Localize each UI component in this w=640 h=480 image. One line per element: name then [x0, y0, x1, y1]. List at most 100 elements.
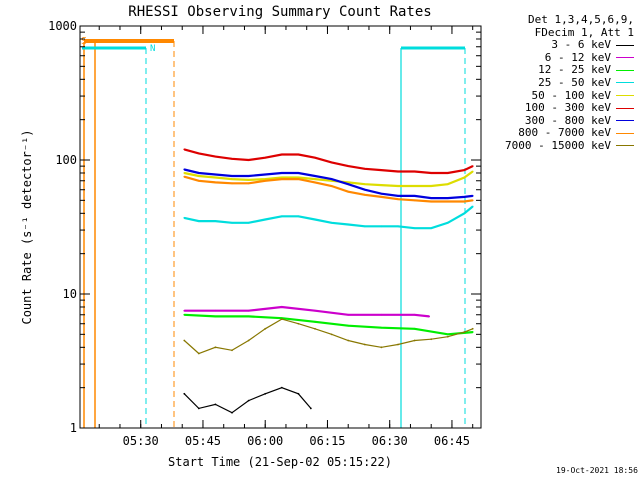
series-point [446, 335, 449, 338]
x-tick-label: 05:30 [123, 434, 159, 448]
series-point [280, 178, 283, 181]
x-axis-label: Start Time (21-Sep-02 05:15:22) [168, 455, 392, 469]
series-point [247, 339, 250, 342]
series-point [231, 175, 233, 177]
series-point [214, 309, 217, 312]
series-point [413, 227, 416, 230]
series-point [330, 333, 333, 336]
series-point [314, 309, 316, 312]
flag-label-n: N [150, 44, 155, 54]
series-point [347, 190, 350, 193]
series-point [314, 156, 316, 159]
series-point [463, 176, 466, 179]
series-point [430, 172, 433, 174]
series-point [264, 327, 267, 330]
flag-label-s: S [81, 36, 87, 47]
legend-entry: 100 - 300 keV [482, 101, 634, 115]
series-point [214, 315, 217, 318]
series-point [397, 225, 399, 228]
series-point [430, 227, 433, 230]
series-point [471, 194, 474, 197]
series-point [397, 185, 399, 187]
series-point [214, 155, 217, 158]
x-tick-label: 05:45 [185, 434, 221, 448]
legend-entry: 3 - 6 keV [482, 38, 634, 52]
series-point [314, 181, 316, 184]
series-point [231, 221, 233, 224]
series-point [297, 176, 300, 179]
series-point [430, 200, 433, 203]
series-point [380, 184, 383, 186]
series-point [471, 205, 474, 208]
series-point [197, 152, 200, 155]
series-point [231, 182, 233, 185]
series-point [314, 178, 316, 181]
series-point [214, 220, 217, 222]
timestamp: 19-Oct-2021 18:56 [556, 466, 638, 475]
series-point [280, 215, 283, 218]
series-point [363, 188, 366, 191]
series-point [314, 327, 316, 330]
legend-swatch [616, 107, 634, 109]
series-point [231, 178, 233, 181]
legend-swatch [616, 145, 634, 147]
series-line-0 [183, 387, 312, 414]
series-point [347, 183, 350, 186]
series-point [280, 306, 283, 308]
series-point [247, 179, 250, 181]
series-point [197, 220, 200, 222]
series-line-5 [184, 148, 474, 175]
series-point [183, 172, 186, 174]
legend-swatch [616, 82, 634, 84]
series-point [280, 153, 283, 156]
series-point [446, 221, 449, 224]
series-point [471, 165, 474, 168]
series-point [446, 172, 449, 174]
series-point [463, 200, 466, 203]
legend-entry: 7000 - 15000 keV [482, 139, 634, 153]
legend: Det 1,3,4,5,6,9, FDecim 1, Att 1 3 - 6 k… [482, 13, 634, 153]
series-point [413, 199, 416, 202]
series-point [183, 168, 186, 171]
series-point [347, 223, 350, 226]
legend-label: 6 - 12 keV [544, 50, 611, 64]
x-tick-label: 06:15 [309, 434, 345, 448]
series-point [446, 197, 449, 199]
series-point [197, 175, 200, 177]
series-point [247, 221, 250, 224]
series-point [471, 170, 474, 173]
series-point [314, 320, 316, 323]
chart-title: RHESSI Observing Summary Count Rates [128, 4, 431, 20]
series-point [214, 176, 217, 179]
series-point [197, 179, 200, 182]
series-point [380, 169, 383, 172]
series-point [264, 173, 267, 176]
y-tick-label: 1000 [48, 19, 77, 33]
series-point [446, 200, 449, 203]
legend-entry: 12 - 25 keV [482, 64, 634, 77]
x-tick-label: 06:00 [247, 434, 283, 448]
legend-swatch [616, 57, 634, 59]
series-point [380, 192, 383, 195]
series-point [247, 399, 250, 402]
series-point [471, 331, 474, 333]
series-line-2 [184, 313, 473, 336]
series-point [183, 175, 186, 178]
legend-swatch [616, 69, 634, 71]
series-point [314, 218, 316, 221]
y-tick-label: 1 [70, 421, 77, 435]
series-point [413, 194, 416, 197]
series-point [197, 407, 200, 410]
series-point [214, 173, 217, 176]
series-point [347, 324, 350, 327]
legend-header-line-1: Det 1,3,4,5,6,9, [528, 13, 634, 26]
series-point [297, 178, 300, 181]
series-point [347, 181, 350, 184]
series-point [280, 172, 283, 174]
series-point [280, 176, 283, 179]
series-point [264, 179, 267, 182]
series-point [214, 403, 217, 406]
series-point [413, 339, 416, 342]
series-point [231, 411, 233, 414]
series-point [363, 343, 366, 346]
